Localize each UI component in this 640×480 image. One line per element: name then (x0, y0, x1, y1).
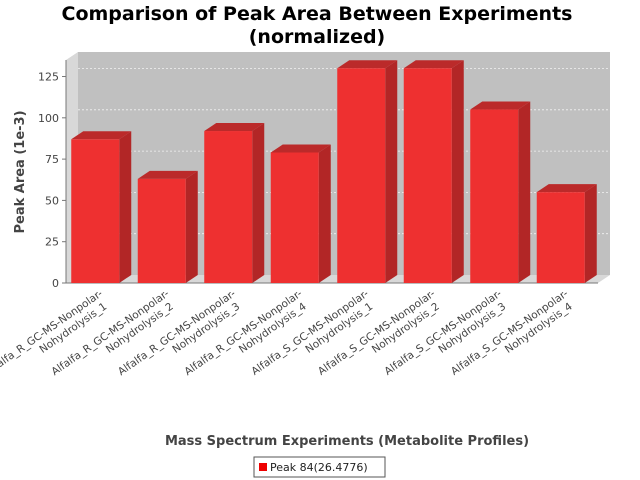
chart-title-line-2: (normalized) (249, 26, 386, 48)
y-tick-label: 25 (45, 236, 59, 249)
bar-top (204, 123, 265, 132)
legend-box (253, 456, 386, 478)
bar (270, 152, 319, 283)
bar-top (270, 144, 331, 153)
bar (403, 68, 452, 283)
y-tick-label: 0 (52, 277, 59, 290)
bar-top (71, 131, 132, 140)
bar-top (137, 170, 198, 179)
bar (71, 139, 120, 283)
bar (337, 68, 386, 283)
bar-side (185, 170, 198, 283)
bar-side (119, 131, 132, 283)
bar-top (337, 60, 398, 69)
bar-top (536, 184, 597, 193)
x-axis-label: Mass Spectrum Experiments (Metabolite Pr… (165, 434, 529, 449)
plot-area: 0255075100125Alfalfa_R_GC-MS-Nonpolar-No… (0, 52, 610, 379)
legend: Peak 84(26.4776) (253, 456, 386, 478)
legend-entry-label: Peak 84(26.4776) (270, 461, 368, 474)
bar (204, 131, 253, 283)
bar-top (470, 101, 531, 110)
bar-side (318, 144, 331, 283)
bar-top (403, 60, 464, 69)
bar-side (518, 101, 531, 283)
bar (536, 192, 585, 283)
bar-side (252, 123, 265, 283)
y-tick-label: 100 (38, 112, 59, 125)
y-tick-label: 75 (45, 153, 59, 166)
bar-side (584, 184, 597, 283)
chart-title-line-1: Comparison of Peak Area Between Experime… (62, 3, 573, 25)
bar (137, 178, 186, 283)
bar-side (451, 60, 464, 283)
y-tick-label: 125 (38, 71, 59, 84)
y-tick-label: 50 (45, 194, 59, 207)
bar-side (385, 60, 398, 283)
bar (470, 109, 519, 283)
legend-swatch (259, 463, 267, 471)
x-tick-label-line: Alfalfa_R_GC-MS-Nonpolar- (0, 288, 105, 379)
y-axis-label: Peak Area (1e-3) (13, 110, 28, 233)
